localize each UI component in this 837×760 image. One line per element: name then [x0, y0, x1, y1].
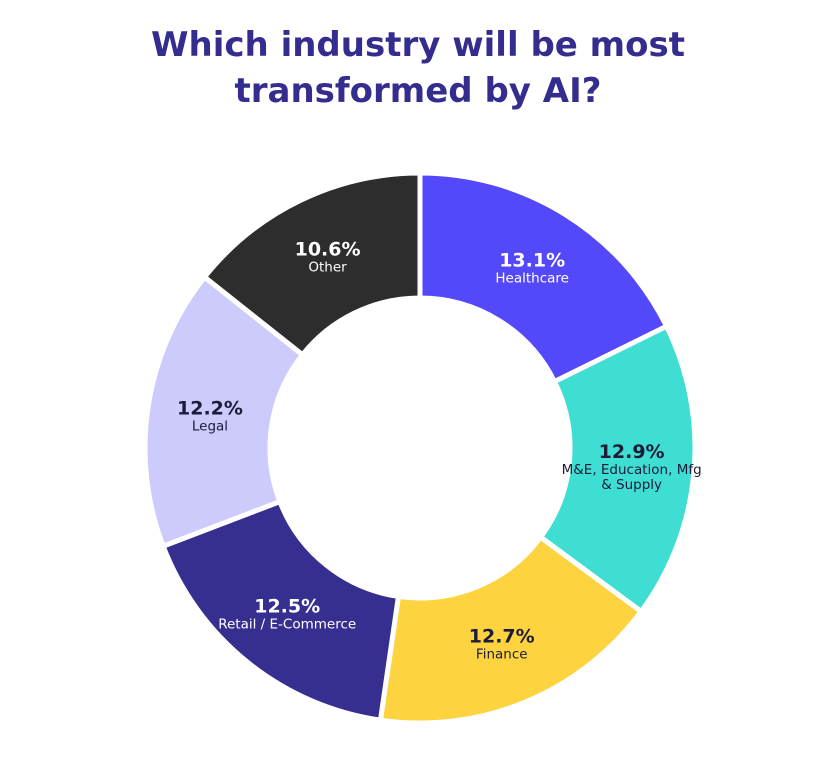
slice-label: 12.9% M&E, Education, Mfg & Supply — [552, 441, 712, 493]
category-label: Other — [308, 259, 347, 276]
category-label: Retail / E-Commerce — [218, 616, 357, 633]
category-label: Healthcare — [495, 270, 569, 287]
value-label: 12.7% — [468, 625, 535, 648]
donut-slice — [538, 323, 698, 615]
donut-slice — [417, 170, 670, 385]
value-label: 10.6% — [294, 238, 361, 261]
category-label: M&E, Education, Mfg & Supply — [561, 461, 702, 493]
value-label: 12.9% — [598, 440, 665, 463]
category-label: Legal — [191, 418, 229, 435]
donut-slice — [160, 499, 401, 723]
value-label: 13.1% — [499, 249, 566, 272]
value-label: 12.5% — [254, 595, 321, 618]
donut-slice — [377, 534, 644, 726]
chart-title: Which industry will be most transformed … — [151, 25, 685, 111]
slice-label: 10.6% Other — [248, 238, 408, 275]
category-label: Finance — [475, 646, 528, 663]
value-label: 12.2% — [177, 397, 243, 420]
donut-slice — [142, 274, 305, 549]
slice-label: 12.5% Retail / E-Commerce — [207, 595, 367, 632]
donut-slice — [202, 170, 423, 358]
slice-label: 12.7% Finance — [422, 626, 582, 663]
slice-label: 13.1% Healthcare — [452, 249, 612, 286]
slice-label: 12.2% Legal — [130, 397, 290, 434]
